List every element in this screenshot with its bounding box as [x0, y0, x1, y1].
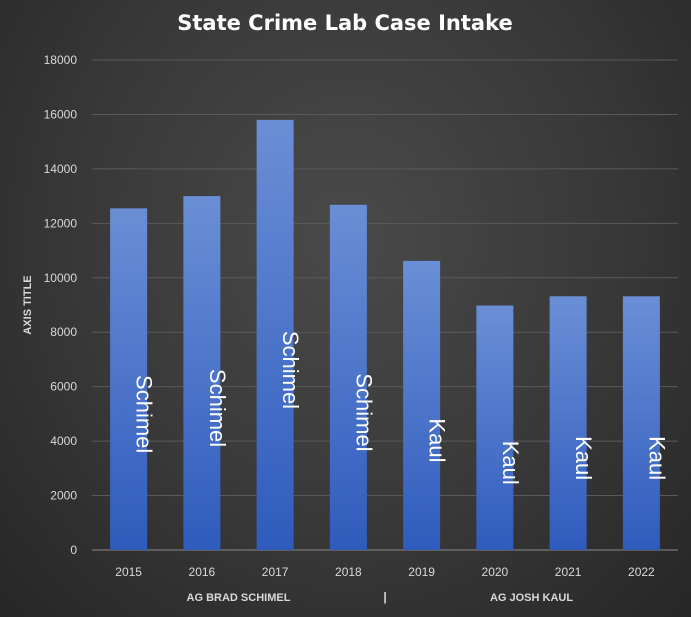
- group-label-kaul: AG JOSH KAUL: [490, 592, 573, 604]
- x-tick-label: 2017: [262, 565, 289, 579]
- bar-label: Kaul: [571, 436, 596, 480]
- y-tick-label: 2000: [50, 489, 77, 503]
- bar-2017: [256, 119, 294, 550]
- bar-label: Schimel: [278, 331, 303, 409]
- bar-label: Schimel: [132, 375, 157, 453]
- bar-2022: [622, 296, 660, 550]
- y-tick-label: 16000: [44, 107, 78, 121]
- x-tick-label: 2019: [408, 565, 435, 579]
- y-tick-label: 4000: [50, 434, 77, 448]
- chart-title: State Crime Lab Case Intake: [177, 11, 512, 35]
- y-tick-label: 18000: [44, 53, 78, 67]
- bar-2021: [549, 296, 587, 550]
- y-axis-title: AXIS TITLE: [22, 275, 34, 334]
- bar-2020: [476, 305, 514, 550]
- y-tick-label: 12000: [44, 216, 78, 230]
- x-tick-label: 2022: [628, 565, 655, 579]
- y-tick-label: 14000: [44, 162, 78, 176]
- bars: Schimel Schimel Schimel Schimel Kaul Kaul Kaul…: [110, 119, 669, 551]
- x-tick-labels: 2015 2016 2017 2018 2019 2020 2021 2022: [115, 565, 655, 579]
- bar-2016: [183, 196, 221, 550]
- bar-label: Kaul: [498, 441, 523, 485]
- bar-label: Kaul: [644, 436, 669, 480]
- y-tick-labels: 0 2000 4000 6000 8000 10000 12000 14000 16000 180…: [44, 53, 78, 557]
- bar-2015: [110, 208, 148, 550]
- group-separator: |: [383, 590, 386, 604]
- y-tick-label: 0: [70, 543, 77, 557]
- x-tick-label: 2015: [115, 565, 142, 579]
- x-tick-label: 2018: [335, 565, 362, 579]
- bar-label: Schimel: [351, 373, 376, 451]
- y-tick-label: 8000: [50, 325, 77, 339]
- bar-label: Kaul: [425, 418, 450, 462]
- x-tick-label: 2021: [555, 565, 582, 579]
- y-tick-label: 6000: [50, 380, 77, 394]
- group-label-schimel: AG BRAD SCHIMEL: [187, 592, 291, 604]
- y-tick-label: 10000: [44, 271, 78, 285]
- x-tick-label: 2016: [189, 565, 216, 579]
- x-tick-label: 2020: [482, 565, 509, 579]
- bar-2019: [403, 260, 441, 550]
- group-labels: AG BRAD SCHIMEL | AG JOSH KAUL: [187, 590, 574, 604]
- bar-label: Schimel: [205, 369, 230, 447]
- bar-2018: [329, 204, 367, 551]
